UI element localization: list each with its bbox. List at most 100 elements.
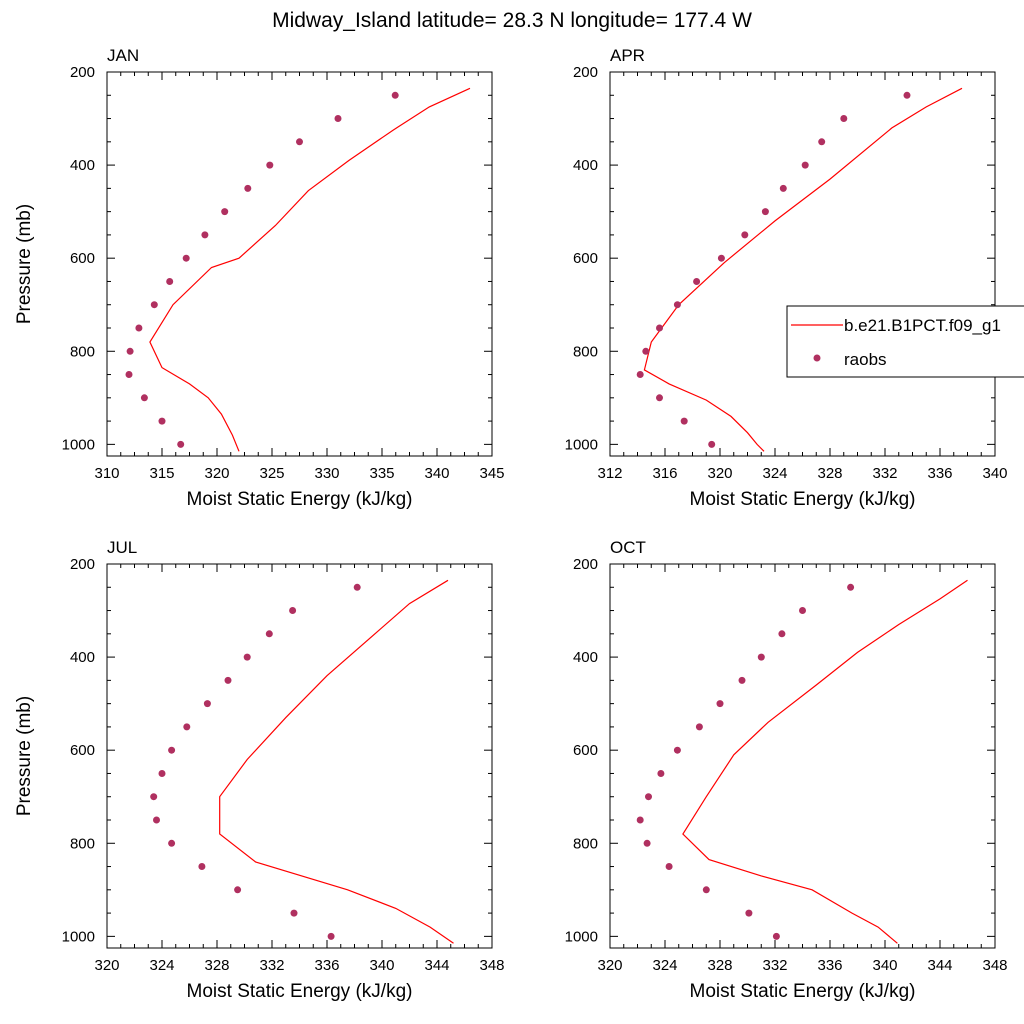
obs-point [645, 793, 652, 801]
y-axis-label: Pressure (mb) [14, 204, 35, 324]
x-tick-label: 345 [479, 465, 504, 482]
obs-point [221, 208, 229, 216]
obs-point [847, 583, 855, 591]
y-tick-label: 400 [573, 157, 598, 174]
x-tick-label: 340 [424, 465, 449, 482]
y-tick-label: 200 [70, 64, 95, 81]
x-tick-label: 316 [652, 465, 677, 482]
x-tick-label: 324 [762, 465, 787, 482]
obs-point [717, 254, 725, 262]
y-tick-label: 800 [70, 343, 95, 360]
obs-point [778, 630, 786, 638]
y-tick-label: 600 [573, 742, 598, 759]
y-tick-label: 1000 [565, 928, 598, 945]
model-line [682, 579, 968, 944]
obs-point [818, 138, 826, 146]
obs-point [290, 909, 298, 917]
y-tick-label: 600 [70, 250, 95, 267]
obs-point [680, 417, 688, 425]
x-axis-label: Moist Static Energy (kJ/kg) [690, 981, 916, 1002]
obs-point [158, 417, 166, 425]
obs-point [695, 723, 703, 731]
x-tick-label: 332 [762, 957, 787, 974]
obs-point [150, 793, 158, 801]
obs-point [673, 746, 681, 754]
y-axis-label: Pressure (mb) [14, 696, 35, 816]
model-line [643, 87, 963, 452]
obs-point [643, 839, 651, 847]
obs-point [168, 746, 176, 754]
y-tick-label: 1000 [62, 436, 95, 453]
y-tick-label: 600 [70, 742, 95, 759]
y-tick-label: 1000 [62, 928, 95, 945]
obs-point [693, 278, 701, 285]
x-tick-label: 332 [872, 465, 897, 482]
x-tick-label: 324 [652, 957, 677, 974]
x-tick-label: 340 [982, 465, 1007, 482]
obs-point [636, 816, 644, 824]
obs-point [702, 886, 710, 894]
x-tick-label: 340 [369, 957, 394, 974]
obs-point [716, 700, 724, 708]
obs-point [150, 301, 158, 309]
obs-point [657, 770, 665, 777]
x-axis-label: Moist Static Energy (kJ/kg) [187, 981, 413, 1002]
plot-frame [609, 71, 996, 457]
obs-point [327, 932, 335, 940]
obs-point [125, 371, 133, 378]
legend-box [786, 305, 1024, 378]
obs-point [708, 440, 716, 448]
x-tick-label: 325 [259, 465, 284, 482]
panel-label: JUL [107, 538, 137, 557]
x-tick-label: 344 [927, 957, 952, 974]
plot-frame [609, 563, 996, 949]
obs-point [779, 184, 787, 192]
obs-point [799, 607, 806, 614]
obs-point [153, 816, 160, 824]
plot-frame [106, 563, 493, 949]
y-tick-label: 400 [70, 649, 95, 666]
y-tick-label: 200 [573, 556, 598, 573]
x-tick-label: 324 [149, 957, 174, 974]
obs-point [741, 231, 749, 239]
panel-jul: JUL 320 324 328 332 336 340 344 348 200 400 600 800 1… [14, 538, 505, 1002]
obs-point [334, 115, 342, 122]
x-tick-label: 320 [204, 465, 229, 482]
obs-point [126, 347, 134, 355]
obs-point [166, 278, 174, 285]
x-tick-label: 340 [872, 957, 897, 974]
obs-point [636, 371, 644, 378]
obs-point [353, 583, 361, 591]
obs-point [761, 208, 769, 216]
y-tick-label: 600 [573, 250, 598, 267]
x-tick-label: 335 [369, 465, 394, 482]
obs-point [203, 700, 211, 708]
x-tick-label: 344 [424, 957, 449, 974]
obs-point [757, 653, 765, 661]
chart-title: Midway_Island latitude= 28.3 N longitude… [272, 9, 752, 32]
x-tick-label: 312 [597, 465, 622, 482]
obs-point [158, 770, 166, 777]
obs-point [745, 909, 753, 917]
obs-point [903, 91, 911, 99]
x-axis-label: Moist Static Energy (kJ/kg) [690, 489, 916, 510]
obs-point [183, 723, 191, 731]
obs-point [198, 863, 206, 870]
obs-point [244, 184, 252, 192]
x-tick-label: 320 [707, 465, 732, 482]
legend-model-label: b.e21.B1PCT.f09_g1 [844, 316, 1001, 335]
obs-point [656, 394, 663, 402]
model-line [149, 87, 471, 452]
y-tick-label: 800 [573, 835, 598, 852]
obs-point [840, 115, 848, 122]
panel-label: APR [610, 46, 645, 65]
obs-point [243, 653, 251, 661]
y-tick-label: 200 [70, 556, 95, 573]
obs-point [265, 630, 273, 638]
obs-point [140, 394, 148, 402]
x-tick-label: 336 [314, 957, 339, 974]
x-tick-label: 328 [204, 957, 229, 974]
y-tick-label: 800 [70, 835, 95, 852]
x-tick-label: 332 [259, 957, 284, 974]
